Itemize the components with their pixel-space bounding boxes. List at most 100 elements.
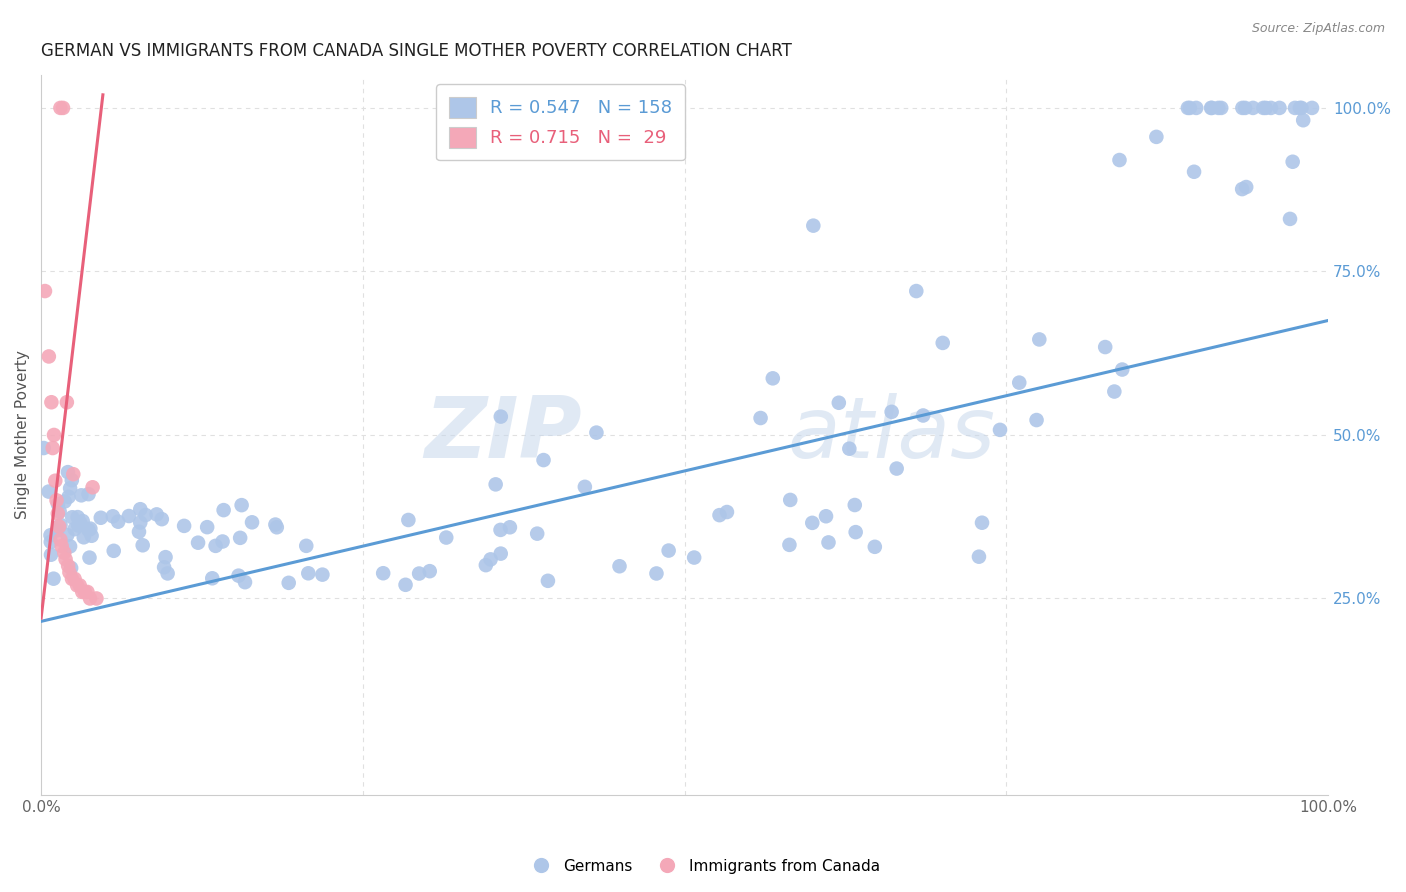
Point	[44, 474, 66, 488]
Point	[90, 510, 112, 524]
Point	[63, 572, 86, 586]
Point	[229, 531, 252, 545]
Point	[574, 480, 596, 494]
Point	[72, 585, 94, 599]
Text: GERMAN VS IMMIGRANTS FROM CANADA SINGLE MOTHER POVERTY CORRELATION CHART: GERMAN VS IMMIGRANTS FROM CANADA SINGLE …	[41, 42, 792, 60]
Point	[266, 520, 288, 534]
Legend: Germans, Immigrants from Canada: Germans, Immigrants from Canada	[519, 853, 887, 880]
Point	[905, 284, 928, 298]
Point	[1254, 101, 1277, 115]
Point	[55, 552, 77, 566]
Point	[41, 441, 63, 455]
Point	[79, 550, 101, 565]
Point	[59, 539, 82, 553]
Point	[526, 526, 548, 541]
Point	[1108, 153, 1130, 167]
Point	[1028, 333, 1050, 347]
Point	[645, 566, 668, 581]
Point	[609, 559, 631, 574]
Point	[49, 533, 72, 547]
Point	[73, 585, 96, 599]
Point	[131, 538, 153, 552]
Point	[118, 508, 141, 523]
Point	[42, 428, 65, 442]
Point	[73, 530, 96, 544]
Point	[828, 396, 851, 410]
Point	[59, 481, 82, 495]
Point	[79, 591, 101, 606]
Point	[34, 284, 56, 298]
Point	[156, 566, 179, 581]
Point	[70, 488, 93, 502]
Point	[129, 502, 152, 516]
Point	[38, 484, 60, 499]
Point	[967, 549, 990, 564]
Point	[1211, 101, 1233, 115]
Point	[77, 487, 100, 501]
Point	[1253, 101, 1275, 115]
Point	[39, 548, 62, 562]
Point	[128, 524, 150, 539]
Point	[45, 493, 67, 508]
Point	[683, 550, 706, 565]
Point	[60, 473, 83, 487]
Point	[53, 546, 76, 560]
Point	[801, 219, 824, 233]
Point	[749, 411, 772, 425]
Point	[716, 505, 738, 519]
Point	[1260, 101, 1282, 115]
Point	[988, 423, 1011, 437]
Y-axis label: Single Mother Poverty: Single Mother Poverty	[15, 351, 30, 519]
Point	[32, 441, 55, 455]
Point	[228, 568, 250, 582]
Point	[60, 572, 83, 586]
Point	[63, 522, 86, 536]
Point	[311, 567, 333, 582]
Point	[51, 539, 73, 553]
Point	[373, 566, 395, 581]
Point	[585, 425, 607, 440]
Point	[52, 101, 75, 115]
Point	[129, 516, 152, 530]
Point	[1279, 211, 1302, 226]
Point	[408, 566, 430, 581]
Point	[48, 504, 70, 518]
Point	[817, 535, 839, 549]
Point	[1199, 101, 1222, 115]
Point	[77, 523, 100, 537]
Point	[1289, 101, 1312, 115]
Point	[844, 498, 866, 512]
Point	[60, 561, 83, 575]
Point	[212, 503, 235, 517]
Point	[1094, 340, 1116, 354]
Point	[277, 575, 299, 590]
Point	[79, 522, 101, 536]
Point	[762, 371, 785, 385]
Point	[69, 516, 91, 530]
Point	[231, 498, 253, 512]
Point	[489, 523, 512, 537]
Point	[1292, 113, 1315, 128]
Point	[1177, 101, 1199, 115]
Point	[434, 531, 457, 545]
Point	[56, 395, 79, 409]
Point	[103, 544, 125, 558]
Point	[155, 550, 177, 565]
Text: Source: ZipAtlas.com: Source: ZipAtlas.com	[1251, 22, 1385, 36]
Point	[62, 467, 84, 482]
Point	[845, 525, 868, 540]
Point	[1301, 101, 1323, 115]
Point	[1111, 362, 1133, 376]
Point	[58, 490, 80, 504]
Point	[41, 395, 63, 409]
Point	[838, 442, 860, 456]
Point	[101, 509, 124, 524]
Point	[48, 519, 70, 533]
Point	[67, 518, 90, 533]
Text: ZIP: ZIP	[425, 393, 582, 476]
Point	[1144, 129, 1167, 144]
Point	[187, 535, 209, 549]
Point	[485, 477, 508, 491]
Point	[42, 572, 65, 586]
Point	[201, 571, 224, 585]
